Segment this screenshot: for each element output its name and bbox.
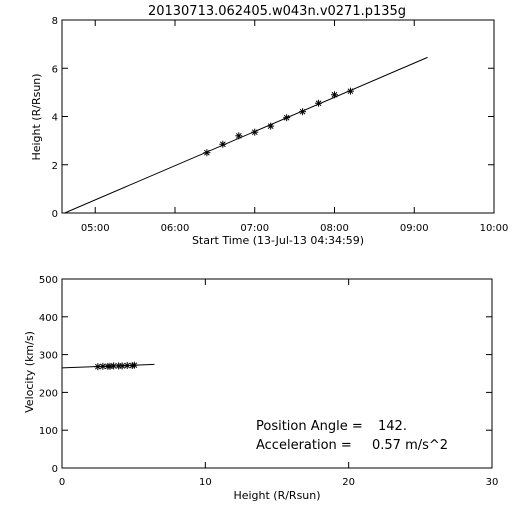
x-axis-label-top: Start Time (13-Jul-13 04:34:59)	[192, 234, 364, 247]
data-point	[203, 149, 211, 157]
position-angle-label: Position Angle =	[256, 419, 363, 434]
x-tick-label: 08:00	[320, 223, 349, 234]
data-point	[130, 361, 138, 369]
data-point	[315, 99, 323, 107]
plot-frame-bottom	[61, 278, 493, 469]
data-point	[251, 128, 259, 136]
x-tick-label: 30	[486, 477, 499, 488]
x-axis-ticks-top: 05:00 06:00 07:00 08:00 09:00 10:00	[81, 20, 509, 234]
data-point	[283, 114, 291, 122]
y-tick-label: 6	[52, 64, 58, 75]
y-axis-ticks-bottom: 0 100 200 300 400 500	[39, 275, 492, 475]
y-tick-label: 500	[39, 275, 58, 286]
y-tick-label: 2	[52, 161, 58, 172]
x-tick-label: 07:00	[240, 223, 269, 234]
velocity-height-panel: 0 10 20 30 0 100 200 300 400 500 Height (R/Rsun)…	[23, 275, 498, 502]
fit-line-top	[64, 56, 428, 214]
chart-title: 20130713.062405.w043n.v0271.p135g	[148, 4, 406, 19]
x-tick-label: 0	[59, 477, 65, 488]
data-point	[299, 108, 307, 116]
plot-frame-top	[61, 19, 495, 214]
data-points-bottom	[94, 361, 138, 371]
acceleration-label: Acceleration =	[256, 438, 352, 453]
y-tick-label: 4	[52, 113, 58, 124]
y-tick-label: 0	[52, 464, 58, 475]
y-tick-label: 0	[52, 209, 58, 220]
height-time-panel: 20130713.062405.w043n.v0271.p135g 05:00 0…	[30, 4, 508, 247]
x-tick-label: 06:00	[161, 223, 190, 234]
y-tick-label: 200	[39, 388, 58, 399]
data-point	[346, 87, 354, 95]
y-tick-label: 8	[52, 16, 58, 27]
x-tick-label: 09:00	[400, 223, 429, 234]
x-tick-label: 10:00	[480, 223, 509, 234]
data-point	[118, 362, 126, 370]
y-tick-label: 300	[39, 351, 58, 362]
x-axis-ticks-bottom: 0 10 20 30	[59, 279, 499, 488]
data-point	[330, 91, 338, 99]
y-axis-label-bottom: Velocity (km/s)	[23, 331, 36, 413]
y-axis-label-top: Height (R/Rsun)	[30, 73, 43, 160]
y-tick-label: 400	[39, 313, 58, 324]
y-axis-ticks-top: 0 2 4 6 8	[52, 16, 494, 220]
data-point	[219, 140, 227, 148]
x-axis-label-bottom: Height (R/Rsun)	[233, 489, 320, 502]
data-point	[267, 122, 275, 130]
acceleration-value: 0.57 m/s^2	[372, 438, 448, 453]
position-angle-value: 142.	[378, 419, 407, 434]
y-tick-label: 100	[39, 426, 58, 437]
data-points-top	[203, 87, 354, 157]
x-tick-label: 10	[199, 477, 212, 488]
x-tick-label: 05:00	[81, 223, 110, 234]
x-tick-label: 20	[342, 477, 355, 488]
data-point	[235, 132, 243, 140]
